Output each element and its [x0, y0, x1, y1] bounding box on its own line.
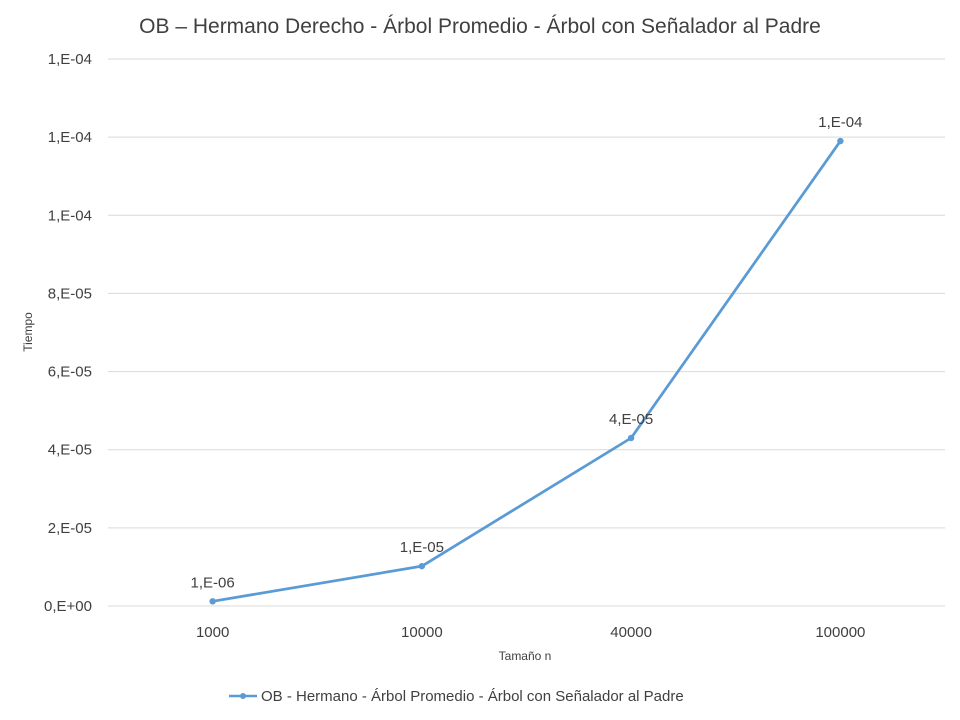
- y-axis-label: Tiempo: [21, 312, 35, 352]
- y-tick-label: 8,E-05: [48, 285, 92, 302]
- legend-dot-marker: [240, 693, 246, 699]
- y-tick-label: 1,E-04: [48, 129, 92, 146]
- x-axis-ticks: 1000 10000 40000 100000: [196, 624, 865, 641]
- series-line: [211, 139, 842, 603]
- x-tick-label: 100000: [815, 624, 865, 641]
- y-tick-label: 4,E-05: [48, 442, 92, 459]
- chart-title: OB – Hermano Derecho - Árbol Promedio - …: [139, 15, 821, 38]
- y-tick-label: 6,E-05: [48, 364, 92, 381]
- data-point: [627, 434, 635, 442]
- data-label: 1,E-06: [191, 574, 235, 591]
- x-tick-label: 40000: [610, 624, 652, 641]
- data-label: 1,E-04: [818, 114, 862, 131]
- y-tick-label: 1,E-04: [48, 51, 92, 68]
- x-tick-label: 1000: [196, 624, 229, 641]
- y-axis-ticks: 0,E+00 2,E-05 4,E-05 6,E-05 8,E-05 1,E-04 1,E-…: [44, 51, 92, 615]
- y-tick-label: 0,E+00: [44, 598, 92, 615]
- legend: OB - Hermano - Árbol Promedio - Árbol co…: [229, 688, 684, 705]
- y-tick-label: 2,E-05: [48, 520, 92, 537]
- gridlines: [108, 58, 945, 607]
- legend-series-name: OB - Hermano - Árbol Promedio - Árbol co…: [261, 688, 684, 705]
- data-point: [837, 137, 844, 145]
- series-layer: 1,E-06 1,E-05 4,E-05 1,E-04: [191, 114, 862, 605]
- data-point: [418, 562, 426, 570]
- data-label: 1,E-05: [400, 539, 444, 556]
- data-label: 4,E-05: [609, 411, 653, 428]
- y-tick-label: 1,E-04: [48, 207, 92, 224]
- x-tick-label: 10000: [401, 624, 443, 641]
- x-axis-label: Tamaño n: [499, 649, 552, 663]
- data-point: [209, 598, 216, 605]
